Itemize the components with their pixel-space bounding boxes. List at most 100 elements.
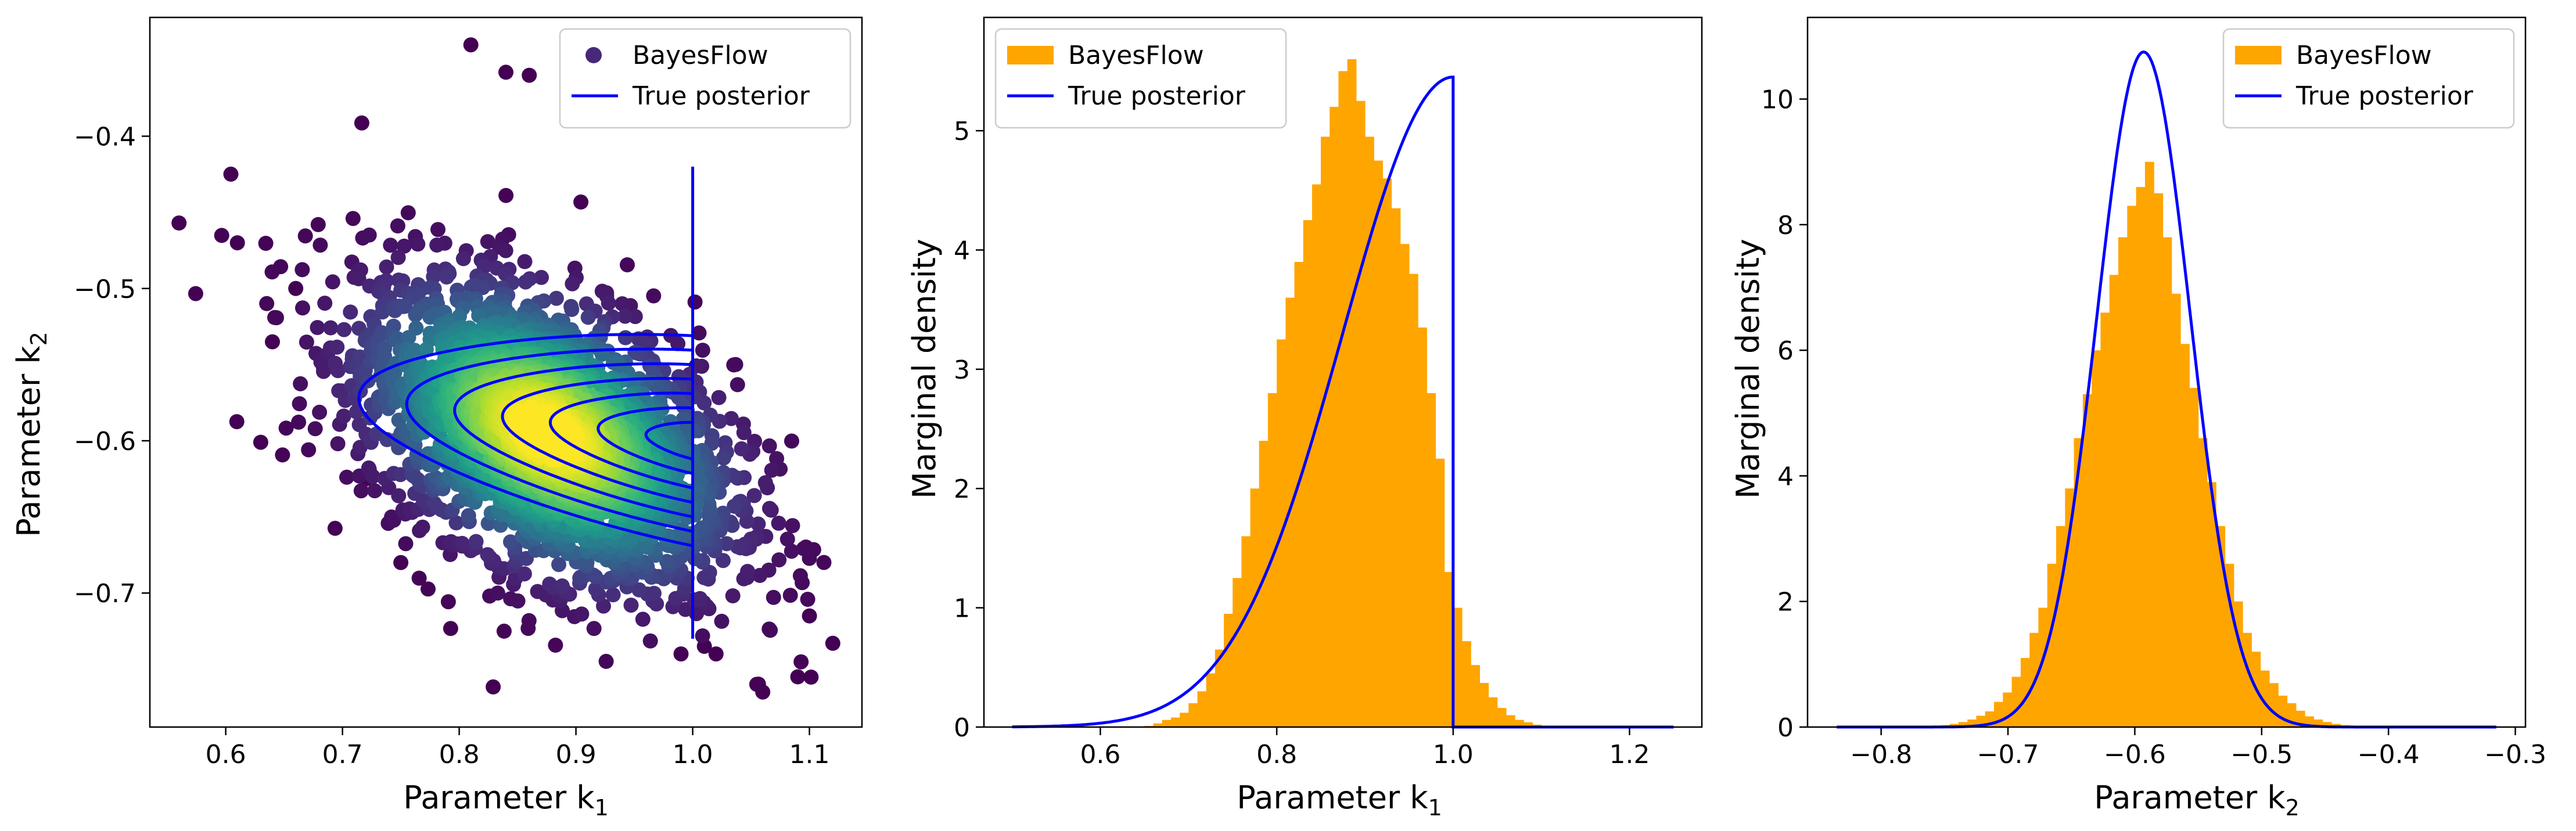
scatter-point xyxy=(784,544,799,559)
x-tick-label: 0.7 xyxy=(322,740,363,769)
histogram-bar xyxy=(2136,187,2146,727)
scatter-point xyxy=(288,280,304,296)
x-tick-label: 0.6 xyxy=(206,740,246,769)
scatter-point xyxy=(393,467,408,483)
scatter-point xyxy=(659,553,675,569)
scatter-point xyxy=(390,250,406,265)
scatter-point xyxy=(617,308,633,324)
histogram-bar xyxy=(1427,393,1436,727)
x-axis-label: Parameter k2 xyxy=(2094,779,2300,821)
k1-histogram-panel: 0.6 0.8 1.0 1.2 0 1 2 3 4 5 Parameter k1 Marginal… xyxy=(906,16,1703,821)
scatter-point xyxy=(816,555,832,570)
scatter-point xyxy=(615,296,630,312)
scatter-point xyxy=(724,411,739,426)
scatter-point xyxy=(646,288,662,304)
scatter-point xyxy=(422,310,438,325)
scatter-point xyxy=(291,415,307,430)
scatter-point xyxy=(800,592,815,607)
scatter-point xyxy=(796,541,811,556)
legend-label: True posterior xyxy=(632,81,810,111)
histogram-bar xyxy=(1330,107,1339,727)
scatter-point xyxy=(307,421,323,437)
scatter-point xyxy=(542,576,558,592)
posterior-contour xyxy=(597,406,694,475)
posterior-contour xyxy=(644,420,694,461)
scatter-point xyxy=(548,290,564,306)
scatter-point xyxy=(727,498,742,514)
scatter-point xyxy=(455,251,471,267)
histogram-bar xyxy=(2020,658,2030,727)
scatter-point xyxy=(749,677,764,692)
scatter-point xyxy=(518,274,533,290)
scatter-point xyxy=(605,355,621,370)
histogram-bar xyxy=(1515,720,1524,727)
scatter-point xyxy=(223,166,239,182)
legend-box xyxy=(994,28,1287,129)
scatter-point xyxy=(327,520,343,536)
scatter-point xyxy=(400,205,416,221)
y-tick-label: 5 xyxy=(954,117,970,146)
scatter-point xyxy=(393,555,409,570)
scatter-point xyxy=(617,330,633,346)
scatter-point xyxy=(554,578,570,593)
scatter-point xyxy=(299,334,314,350)
legend: BayesFlow True posterior xyxy=(994,28,1287,129)
y-tick-label: −0.4 xyxy=(74,123,136,152)
plot-frame xyxy=(1806,16,2527,728)
histogram-bar xyxy=(1188,703,1198,727)
scatter-point xyxy=(782,588,798,603)
axis-ticks: 0.6 0.7 0.8 0.9 1.0 1.1 −0.4 −0.5 −0.6 −0.7 xyxy=(74,123,829,769)
scatter-point xyxy=(310,217,326,232)
scatter-point xyxy=(579,555,595,570)
x-tick-label: 1.2 xyxy=(1609,740,1650,769)
histogram-bar xyxy=(1347,59,1357,727)
histogram-bar xyxy=(1958,722,1968,727)
scatter-point xyxy=(771,516,786,531)
scatter-point xyxy=(295,300,310,316)
scatter-point xyxy=(670,336,686,351)
histogram-bar xyxy=(1303,220,1313,728)
scatter-point xyxy=(725,588,741,603)
scatter-point xyxy=(463,37,479,53)
legend: BayesFlow True posterior xyxy=(2222,28,2515,129)
scatter-point xyxy=(719,536,735,552)
posterior-contour xyxy=(501,377,694,504)
y-axis-label: Parameter k2 xyxy=(10,332,52,537)
histogram-bar xyxy=(2322,722,2332,727)
scatter-point xyxy=(498,64,513,80)
scatter-point xyxy=(273,259,289,275)
scatter-point xyxy=(803,670,819,685)
scatter-point xyxy=(784,433,799,449)
y-tick-label: 2 xyxy=(954,474,970,504)
scatter-point xyxy=(601,295,616,311)
scatter-point xyxy=(673,646,689,662)
scatter-point xyxy=(757,475,773,491)
x-tick-label: −0.4 xyxy=(2358,740,2420,769)
scatter-point xyxy=(398,536,414,552)
legend-label: BayesFlow xyxy=(2296,41,2432,70)
y-tick-label: −0.5 xyxy=(74,275,136,304)
scatter-point xyxy=(486,679,501,695)
scatter-point xyxy=(711,390,727,405)
histogram-bars xyxy=(1932,161,2359,727)
histogram-bar xyxy=(2144,161,2154,727)
posterior-contour xyxy=(405,347,694,533)
scatter-point xyxy=(407,343,422,358)
scatter-point xyxy=(293,376,308,391)
scatter-point xyxy=(708,646,724,662)
axis-ticks: 0.6 0.8 1.0 1.2 0 1 2 3 4 5 xyxy=(954,117,1650,769)
histogram-bar xyxy=(1497,708,1507,727)
scatter-point xyxy=(229,414,245,430)
y-tick-label: 2 xyxy=(1777,588,1794,617)
scatter-point xyxy=(329,339,345,355)
scatter-point xyxy=(448,515,464,531)
scatter-point xyxy=(825,635,840,651)
y-tick-label: 4 xyxy=(954,236,970,265)
scatter-point xyxy=(323,320,339,336)
histogram-bar xyxy=(1444,572,1454,727)
scatter-point xyxy=(421,581,436,597)
posterior-contours xyxy=(357,166,695,639)
scatter-point xyxy=(646,585,662,601)
histogram-bar xyxy=(1338,71,1348,727)
scatter-point xyxy=(623,598,639,613)
